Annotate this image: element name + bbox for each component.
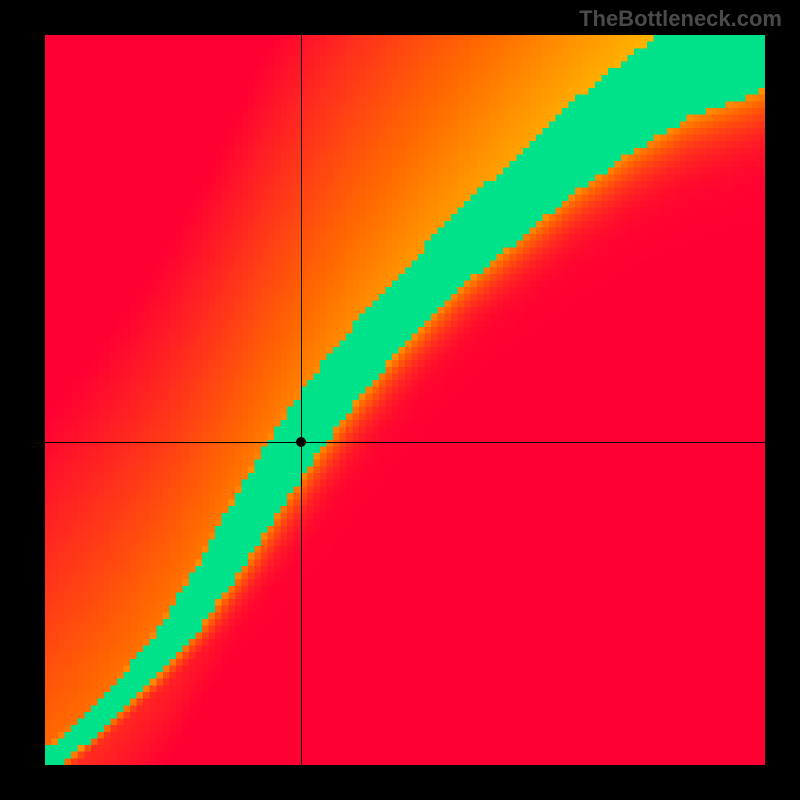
watermark-text: TheBottleneck.com <box>579 6 782 32</box>
heatmap-plot-area <box>45 35 765 765</box>
crosshair-horizontal <box>45 442 765 443</box>
chart-frame: TheBottleneck.com <box>0 0 800 800</box>
crosshair-vertical <box>301 35 302 765</box>
crosshair-point <box>296 437 306 447</box>
heatmap-canvas <box>45 35 765 765</box>
